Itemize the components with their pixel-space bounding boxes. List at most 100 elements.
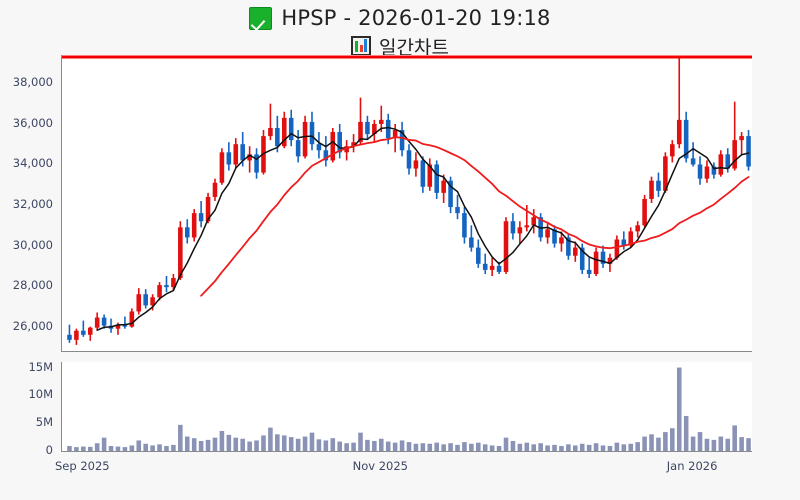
- candlestick: [455, 194, 460, 220]
- candlestick: [212, 178, 218, 201]
- candlestick: [448, 176, 453, 214]
- volume-bar: [115, 446, 121, 451]
- bar-chart-icon: [351, 36, 372, 56]
- volume-bar: [81, 446, 86, 451]
- price-chart-panel[interactable]: [61, 55, 752, 352]
- candlestick: [510, 213, 516, 240]
- candlestick: [143, 289, 148, 309]
- candlestick: [295, 130, 301, 163]
- candlestick: [81, 320, 86, 337]
- candlestick: [184, 219, 190, 244]
- volume-bar: [198, 440, 204, 451]
- volume-bar: [101, 437, 107, 451]
- candlestick: [330, 127, 336, 163]
- volume-y-tick-label: 15M: [28, 359, 53, 374]
- volume-bar: [635, 442, 640, 451]
- candlestick: [67, 324, 72, 343]
- volume-bar: [309, 432, 315, 451]
- candlestick: [462, 207, 467, 244]
- volume-bar: [524, 442, 530, 451]
- candlestick: [579, 243, 585, 274]
- volume-bar: [295, 438, 301, 451]
- volume-bar: [503, 437, 509, 451]
- volume-bar: [621, 444, 627, 451]
- volume-bar: [184, 436, 190, 451]
- volume-bar: [704, 438, 710, 451]
- volume-bar: [226, 434, 232, 451]
- candlestick: [323, 136, 329, 167]
- candlestick: [372, 119, 377, 143]
- ma-short-line: [96, 126, 750, 331]
- volume-bar: [614, 442, 620, 451]
- candlestick: [718, 150, 724, 177]
- volume-bar: [732, 425, 737, 451]
- volume-bar: [711, 439, 717, 451]
- price-y-tick-label: 38,000: [12, 75, 53, 90]
- price-y-tick-label: 34,000: [12, 156, 53, 171]
- volume-bar: [559, 445, 564, 451]
- volume-bar: [746, 438, 751, 451]
- candlestick: [732, 101, 737, 171]
- candlestick: [87, 326, 93, 341]
- check-icon: [249, 6, 273, 30]
- candlestick: [545, 223, 550, 244]
- volume-bar: [718, 436, 724, 451]
- volume-bar: [552, 444, 557, 451]
- subtitle-row: 일간차트: [351, 33, 449, 59]
- candlestick: [420, 156, 426, 193]
- candlestick: [573, 241, 578, 262]
- volume-bar: [462, 442, 467, 451]
- volume-bar: [365, 439, 370, 451]
- volume-bar: [358, 432, 363, 451]
- volume-bar: [642, 436, 647, 451]
- candlestick: [531, 209, 537, 234]
- candlestick: [600, 245, 606, 268]
- volume-chart-panel[interactable]: [61, 362, 752, 452]
- ma-long-line: [200, 136, 750, 297]
- candlestick: [503, 217, 509, 274]
- candlestick: [275, 115, 280, 153]
- volume-bar: [469, 443, 474, 451]
- candlestick: [157, 282, 162, 301]
- candlestick: [649, 176, 654, 203]
- volume-bar: [420, 443, 426, 451]
- volume-bar: [129, 445, 135, 451]
- volume-bar: [212, 437, 218, 451]
- candlestick: [524, 205, 530, 232]
- page-title: HPSP - 2026-01-20 19:18: [281, 6, 551, 30]
- candlestick: [351, 134, 356, 153]
- volume-bar: [178, 424, 183, 451]
- volume-bar: [247, 441, 252, 451]
- candlestick: [517, 221, 523, 244]
- volume-bar: [573, 445, 578, 451]
- candlestick: [254, 148, 259, 179]
- candlestick: [441, 174, 446, 203]
- candlestick: [469, 225, 474, 252]
- price-chart-canvas[interactable]: [62, 55, 752, 351]
- volume-bar: [649, 434, 654, 451]
- candlestick: [406, 144, 412, 175]
- candlestick: [129, 308, 135, 328]
- candlestick: [489, 257, 495, 276]
- chart-header: HPSP - 2026-01-20 19:18 일간차트: [0, 0, 800, 60]
- volume-bar: [656, 437, 661, 451]
- candlestick: [247, 146, 252, 173]
- volume-bar: [676, 367, 682, 451]
- volume-bar: [275, 434, 280, 451]
- volume-bar: [108, 445, 114, 451]
- volume-chart-canvas[interactable]: [62, 362, 752, 451]
- volume-bar: [690, 436, 696, 451]
- volume-bar: [281, 435, 287, 451]
- candlestick: [164, 275, 169, 293]
- candlestick: [365, 115, 370, 141]
- x-tick-label: Jan 2026: [666, 459, 718, 473]
- candlestick: [136, 288, 142, 315]
- candlestick: [268, 103, 273, 141]
- volume-bar: [191, 438, 197, 451]
- volume-bar: [593, 443, 599, 451]
- title-row: HPSP - 2026-01-20 19:18: [249, 4, 550, 32]
- volume-bar: [413, 443, 419, 451]
- candlestick: [690, 142, 696, 167]
- volume-bar: [434, 442, 440, 451]
- candlestick: [697, 156, 703, 185]
